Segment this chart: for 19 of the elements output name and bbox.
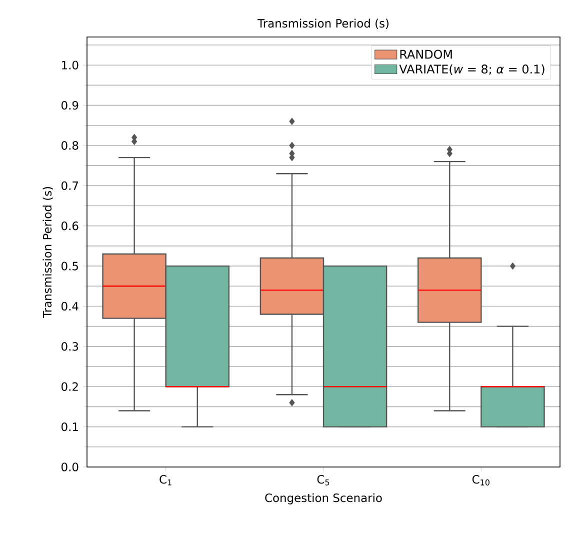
y-tick-label: 0.6: [62, 222, 78, 230]
y-tick-label: 0.9: [62, 100, 78, 110]
y-tick-label: 0.4: [62, 302, 78, 311]
legend-label: RANDOM: [400, 50, 452, 59]
x-tick-label: C$_{10}$: [472, 475, 490, 486]
x-axis-title: Congestion Scenario: [265, 493, 382, 504]
y-tick-label: 0.7: [62, 181, 78, 190]
y-tick-label: 0.5: [62, 262, 78, 270]
x-tick-label: C$_{1}$: [160, 475, 172, 486]
y-tick-label: 0.8: [62, 141, 78, 150]
x-tick-label: C$_{5}$: [317, 475, 330, 486]
chart-title: Transmission Period (s): [258, 18, 388, 29]
y-axis-title: Transmission Period (s): [42, 186, 53, 318]
y-tick-label: 0.2: [62, 382, 78, 391]
y-tick-label: 0.1: [62, 422, 78, 432]
y-tick-label: 0.3: [62, 342, 78, 351]
legend-label: VARIATE(w = 8; α = 0.1): [399, 64, 544, 75]
y-tick-label: 0.0: [62, 462, 78, 472]
y-tick-label: 1.0: [62, 60, 78, 70]
